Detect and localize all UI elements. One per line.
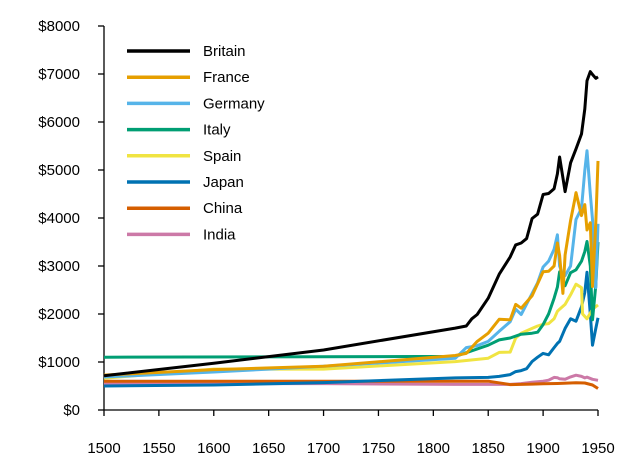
y-tick-label: $7000 (38, 66, 80, 83)
legend-label: France (203, 69, 250, 86)
series-line-britain (103, 70, 599, 378)
x-tick-label: 1600 (197, 440, 230, 457)
x-tick-label: 1900 (526, 440, 559, 457)
x-tick-label: 1950 (581, 440, 614, 457)
y-tick-label: $3000 (38, 258, 80, 275)
legend-item-japan: Japan (127, 174, 244, 191)
series-line-spain (103, 282, 599, 380)
x-tick-label: 1850 (472, 440, 505, 457)
y-tick-label: $8000 (38, 18, 80, 35)
legend-label: China (203, 200, 243, 217)
x-tick-label: 1750 (362, 440, 395, 457)
legend-label: Spain (203, 148, 241, 165)
series-line-germany (103, 149, 600, 379)
x-axis-ticks: 1500 1550 1600 1650 1700 1750 1800 1850 1900 1950 (87, 410, 615, 457)
y-tick-label: $2000 (38, 306, 80, 323)
x-tick-label: 1550 (142, 440, 175, 457)
legend-label: India (203, 226, 236, 243)
series-line-france (103, 160, 600, 377)
legend-label: Germany (203, 95, 265, 112)
x-tick-label: 1500 (87, 440, 120, 457)
y-tick-label: $4000 (38, 210, 80, 227)
legend-item-germany: Germany (127, 95, 265, 112)
legend-item-spain: Spain (127, 148, 241, 165)
series-line-italy (103, 240, 600, 359)
y-tick-label: $1000 (38, 354, 80, 371)
legend-item-britain: Britain (127, 43, 246, 60)
series-line-india (104, 373, 599, 386)
legend-label: Britain (203, 43, 246, 60)
legend-label: Japan (203, 174, 244, 191)
y-tick-label: $6000 (38, 114, 80, 131)
x-tick-label: 1800 (417, 440, 450, 457)
y-tick-label: $0 (63, 402, 80, 419)
legend-label: Italy (203, 122, 231, 139)
legend-item-india: India (127, 226, 236, 243)
y-axis-ticks: $0 $1000 $2000 $3000 $4000 $5000 $6000 $7000 $80… (38, 18, 104, 419)
legend-item-italy: Italy (127, 122, 231, 139)
legend: Britain France Germany Italy Spain Japan China… (127, 43, 265, 243)
y-tick-label: $5000 (38, 162, 80, 179)
legend-item-china: China (127, 200, 243, 217)
x-tick-label: 1700 (307, 440, 340, 457)
legend-item-france: France (127, 69, 250, 86)
plot-area (103, 70, 600, 390)
x-tick-label: 1650 (252, 440, 285, 457)
chart-axes (103, 26, 598, 411)
series-line-japan (103, 270, 600, 388)
